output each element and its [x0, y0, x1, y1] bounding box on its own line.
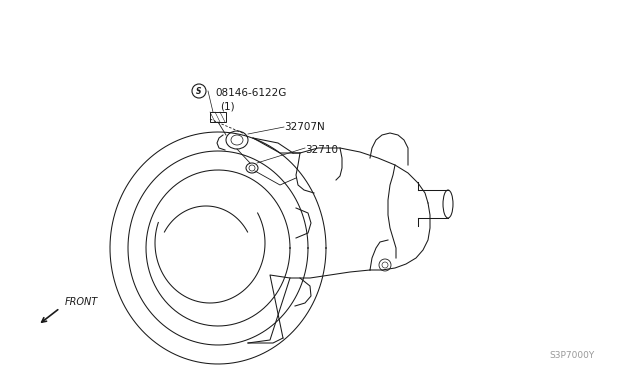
Text: FRONT: FRONT: [65, 297, 99, 307]
Text: 08146-6122G: 08146-6122G: [215, 88, 286, 98]
Text: 32710: 32710: [305, 145, 338, 155]
Text: S: S: [196, 87, 202, 96]
Text: (1): (1): [220, 101, 235, 111]
Text: 32707N: 32707N: [284, 122, 324, 132]
Text: S3P7000Y: S3P7000Y: [550, 351, 595, 360]
